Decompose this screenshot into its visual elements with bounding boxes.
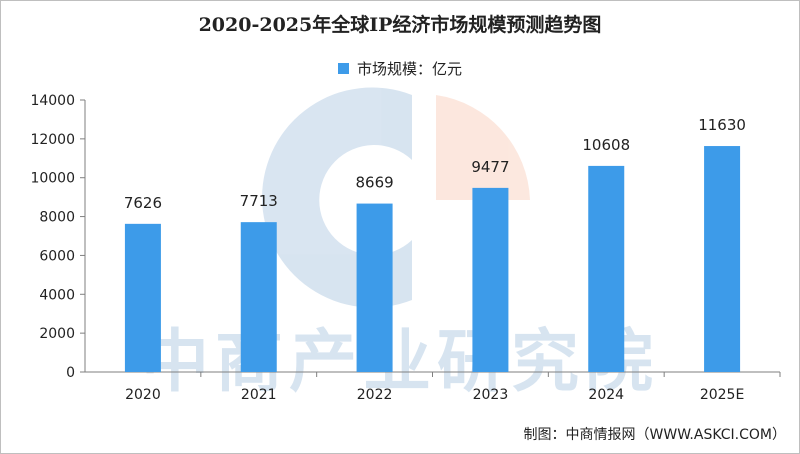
y-tick-label: 10000 <box>30 171 75 187</box>
legend: 市场规模：亿元 <box>0 58 800 79</box>
data-label: 9477 <box>471 158 509 176</box>
y-tick-label: 14000 <box>30 93 75 109</box>
data-label: 7626 <box>124 194 162 212</box>
axis-layer: 0 2000 4000 6000 8000 10000 12000 14000 2020 2021… <box>30 93 781 403</box>
y-tick-label: 0 <box>66 365 75 381</box>
watermark-logo-left <box>262 87 412 308</box>
y-tick-label: 2000 <box>39 326 75 342</box>
legend-label: 市场规模：亿元 <box>356 60 462 78</box>
bar <box>588 165 625 372</box>
x-tick-label: 2021 <box>241 387 277 403</box>
data-label: 8669 <box>355 174 393 192</box>
x-tick-label: 2020 <box>125 387 161 403</box>
legend-swatch <box>337 63 349 74</box>
y-tick-label: 12000 <box>30 132 75 148</box>
watermark: 中商产业研究院 <box>141 87 659 402</box>
x-tick-label: 2023 <box>473 387 509 403</box>
x-tick-label: 2024 <box>588 387 624 403</box>
bar <box>704 146 741 372</box>
bar <box>124 223 161 372</box>
x-tick-label: 2025E <box>700 387 744 403</box>
watermark-logo-right <box>436 95 530 200</box>
x-tick-label: 2022 <box>357 387 393 403</box>
chart-title: 2020-2025年全球IP经济市场规模预测趋势图 <box>198 14 602 36</box>
data-label: 10608 <box>582 136 630 154</box>
bar <box>472 187 509 372</box>
data-label: 11630 <box>698 116 746 134</box>
watermark-text: 中商产业研究院 <box>141 323 659 402</box>
y-tick-label: 4000 <box>39 287 75 303</box>
bar <box>240 222 277 372</box>
bar <box>356 203 393 372</box>
y-tick-label: 6000 <box>39 248 75 264</box>
source-text: 制图：中商情报网（WWW.ASKCI.COM） <box>523 427 786 443</box>
data-label: 7713 <box>240 192 278 210</box>
y-tick-label: 8000 <box>39 210 75 226</box>
bar-layer: 7626 7713 8669 9477 10608 11630 <box>124 116 746 372</box>
